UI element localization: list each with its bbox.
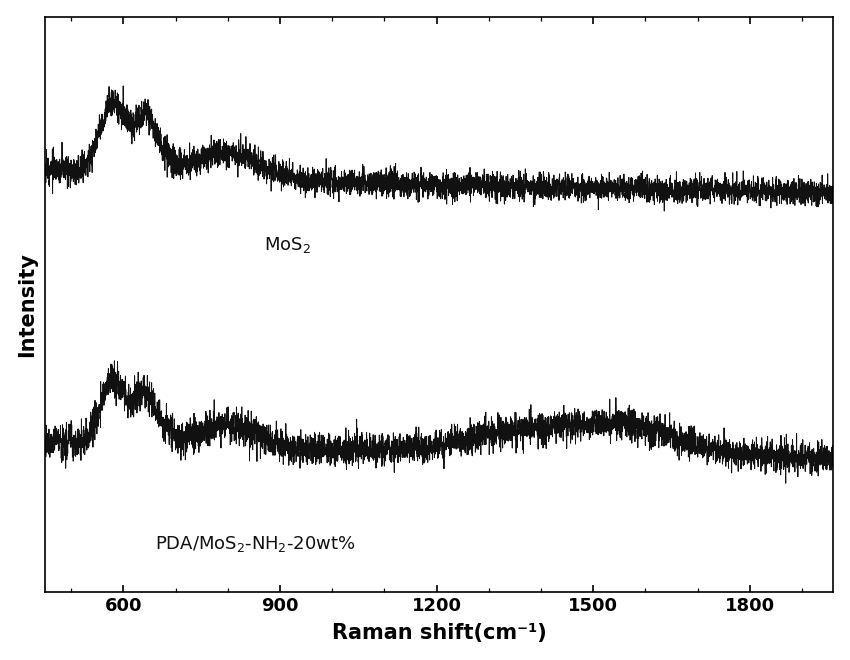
Y-axis label: Intensity: Intensity	[17, 252, 37, 357]
Text: PDA/MoS$_2$-NH$_2$-20wt%: PDA/MoS$_2$-NH$_2$-20wt%	[155, 534, 355, 554]
X-axis label: Raman shift(cm⁻¹): Raman shift(cm⁻¹)	[332, 623, 547, 644]
Text: MoS$_2$: MoS$_2$	[264, 236, 311, 255]
